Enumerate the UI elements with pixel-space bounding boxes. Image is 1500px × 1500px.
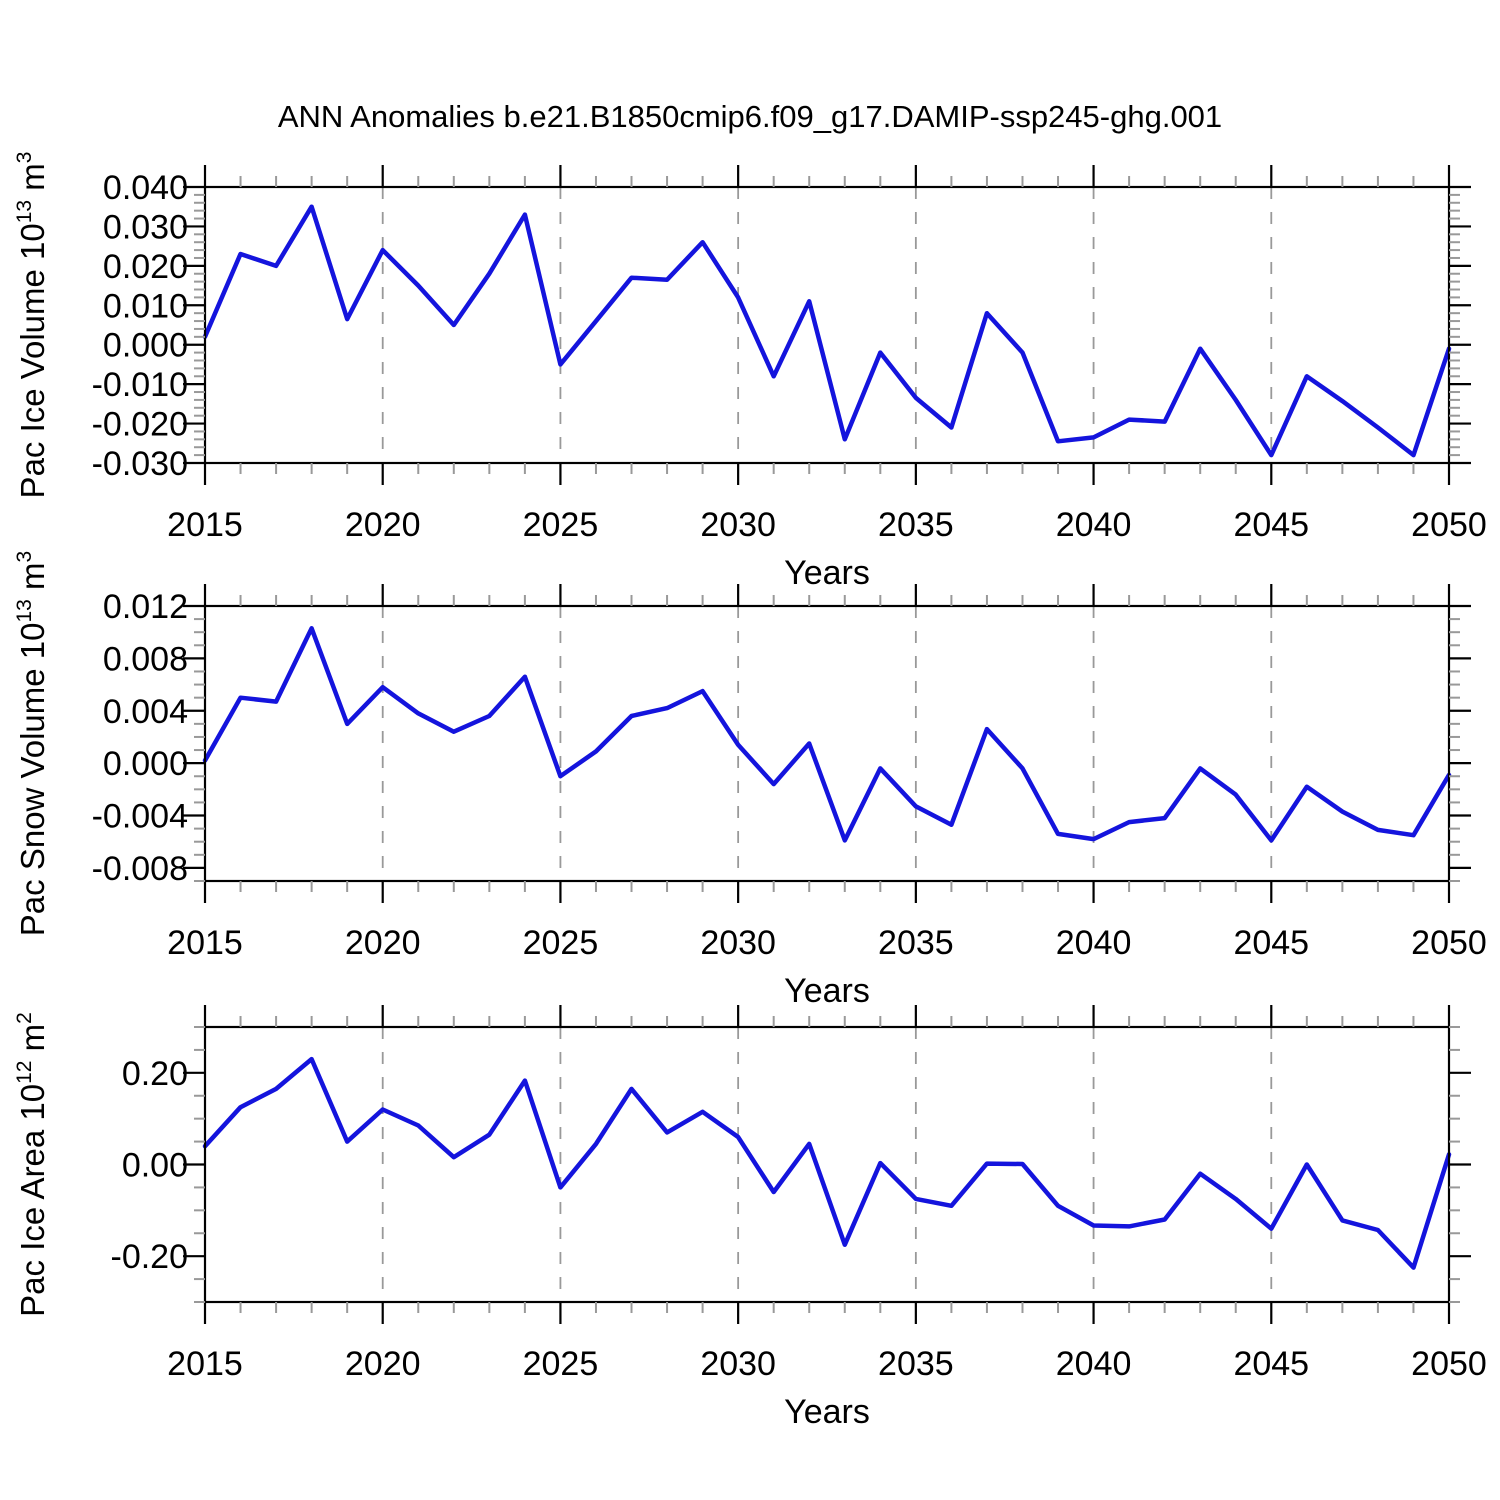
y-tick-label: 0.000 [103,327,188,365]
x-tick-label: 2025 [523,506,599,544]
x-tick-label: 2030 [700,924,776,962]
x-tick-label: 2035 [878,1345,954,1383]
y-axis-title-text: m [14,163,51,200]
y-tick-label: 0.008 [103,640,188,678]
y-axis-title-text: m [14,562,51,599]
y-tick-label: 0.012 [103,588,188,626]
x-tick-label: 2045 [1233,1345,1309,1383]
x-tick-label: 2050 [1411,1345,1487,1383]
y-tick-label: -0.008 [92,850,188,888]
y-axis-title-text: Pac Ice Area 10 [14,1084,51,1317]
x-tick-label: 2040 [1056,1345,1132,1383]
series-line [202,626,1452,843]
plot-panel-pac-ice-area: 2015 2020 2025 2030 2035 2040 2045 2050 0.20 0.00… [13,1005,1487,1431]
x-tick-label: 2015 [167,506,243,544]
series-line [202,1056,1452,1270]
y-tick-label: 0.010 [103,287,188,325]
y-axis-title-text: Pac Ice Volume 10 [14,223,51,498]
y-tick-label: -0.030 [92,445,188,483]
y-tick-label: -0.20 [111,1238,189,1276]
x-tick-label: 2020 [345,1345,421,1383]
y-tick-label: 0.000 [103,745,188,783]
y-tick-label: 0.20 [122,1055,188,1093]
y-axis-title: Pac Ice Volume 1013 m3 [13,152,51,499]
y-tick-label: -0.004 [92,798,188,836]
x-tick-label: 2015 [167,1345,243,1383]
y-axis-title-superscript: 2 [13,1012,36,1024]
y-axis-title-text: m [14,1024,51,1061]
x-tick-label: 2030 [700,1345,776,1383]
y-axis-title: Pac Snow Volume 1013 m3 [13,551,51,936]
x-tick-label: 2050 [1411,506,1487,544]
x-tick-label: 2035 [878,924,954,962]
x-tick-label: 2040 [1056,924,1132,962]
y-axis-title-superscript: 13 [13,200,36,223]
chart-title: ANN Anomalies b.e21.B1850cmip6.f09_g17.D… [278,99,1222,134]
plot-frame [203,1025,1451,1304]
x-tick-label: 2045 [1233,924,1309,962]
plot-frame [203,185,1451,465]
plot-panel-pac-snow-volume: 2015 2020 2025 2030 2035 2040 2045 2050 0.012 0.0… [13,551,1487,1010]
x-tick-label: 2020 [345,924,421,962]
y-tick-label: 0.020 [103,248,188,286]
x-tick-label: 2025 [523,924,599,962]
x-tick-label: 2045 [1233,506,1309,544]
plot-frame [203,604,1451,883]
x-tick-label: 2035 [878,506,954,544]
y-axis-title-superscript: 12 [13,1061,36,1084]
series-line [202,204,1452,458]
x-tick-label: 2030 [700,506,776,544]
x-axis-title: Years [784,1393,870,1431]
y-tick-label: 0.040 [103,169,188,207]
x-tick-label: 2020 [345,506,421,544]
x-tick-label: 2040 [1056,506,1132,544]
y-tick-label: 0.004 [103,693,188,731]
x-tick-label: 2050 [1411,924,1487,962]
plot-panel-pac-ice-volume: 2015 2020 2025 2030 2035 2040 2045 20500.0400.0… [13,152,1487,592]
y-axis-title-superscript: 3 [13,152,36,164]
y-axis-title-text: Pac Snow Volume 10 [14,623,51,937]
x-axis-title: Years [784,554,870,592]
y-tick-label: -0.010 [92,366,188,404]
y-axis-title-superscript: 13 [13,599,36,622]
y-axis-title: Pac Ice Area 1012 m2 [13,1012,51,1317]
x-axis-title: Years [784,972,870,1010]
y-tick-label: 0.00 [122,1147,188,1185]
y-axis-title-superscript: 3 [13,551,36,563]
x-tick-label: 2025 [523,1345,599,1383]
y-tick-label: 0.030 [103,208,188,246]
x-tick-label: 2015 [167,924,243,962]
y-tick-label: -0.020 [92,406,188,444]
